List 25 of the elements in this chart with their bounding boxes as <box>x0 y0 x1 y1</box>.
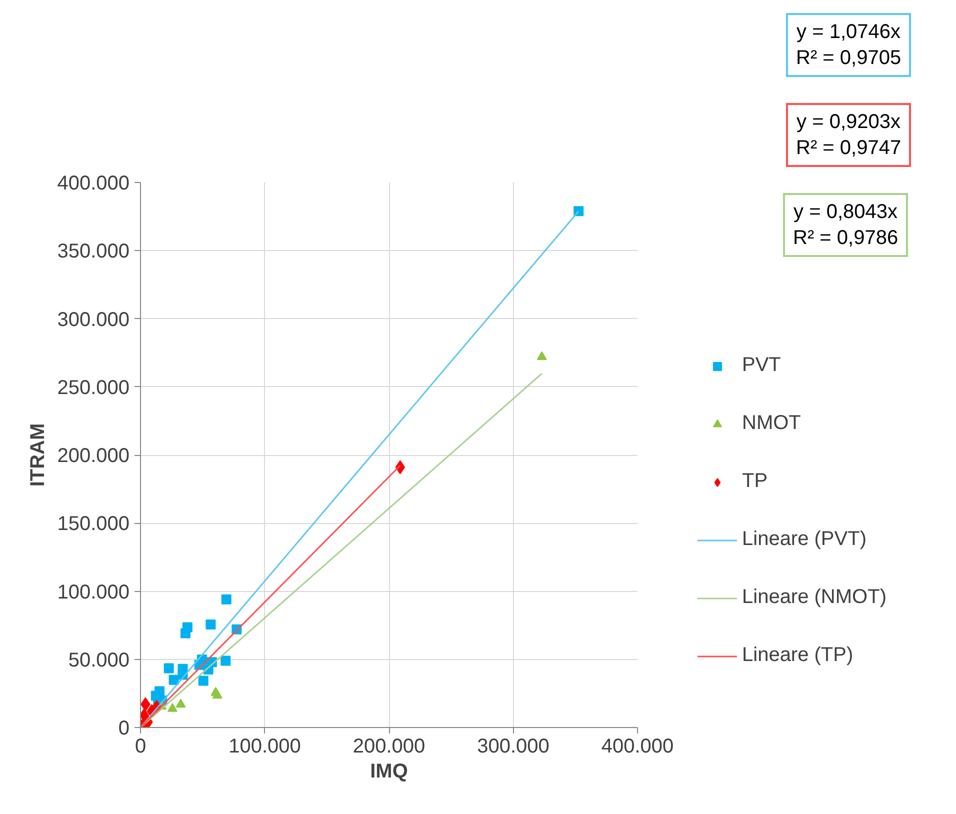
y-tick-label: 200.000 <box>57 445 130 467</box>
text: y = 0,9203x R² = 0,9747 <box>796 110 902 161</box>
y-axis-title: ITRAM <box>27 423 50 487</box>
legend-label: Lineare (TP) <box>742 644 854 667</box>
text: y = 0,8043x R² = 0,9786 <box>793 200 898 251</box>
y-tick-label: 300.000 <box>57 308 130 331</box>
legend-label: Lineare (PVT) <box>742 528 866 551</box>
y-tick-label: 150.000 <box>57 513 130 536</box>
legend-label: PVT <box>742 354 781 377</box>
legend-label: TP <box>742 470 768 493</box>
y-tick-label: 100.000 <box>57 581 130 604</box>
legend-label: NMOT <box>742 412 801 435</box>
text: y = 1,0746x R² = 0,9705 <box>796 20 902 71</box>
y-tick-label: 0 <box>118 718 130 740</box>
y-tick-label: 400.000 <box>57 172 130 194</box>
x-tick-label: 300.000 <box>477 736 550 758</box>
y-tick-label: 50.000 <box>68 649 130 672</box>
x-axis-title: IMQ <box>370 760 408 782</box>
y-tick-label: 350.000 <box>57 240 130 263</box>
x-tick-label: 400.000 <box>601 736 674 758</box>
x-tick-label: 100.000 <box>228 736 301 758</box>
x-tick-label: 0 <box>134 736 146 758</box>
y-tick-label: 250.000 <box>57 376 130 399</box>
x-tick-label: 200.000 <box>352 736 426 758</box>
legend-label: Lineare (NMOT) <box>742 586 886 609</box>
